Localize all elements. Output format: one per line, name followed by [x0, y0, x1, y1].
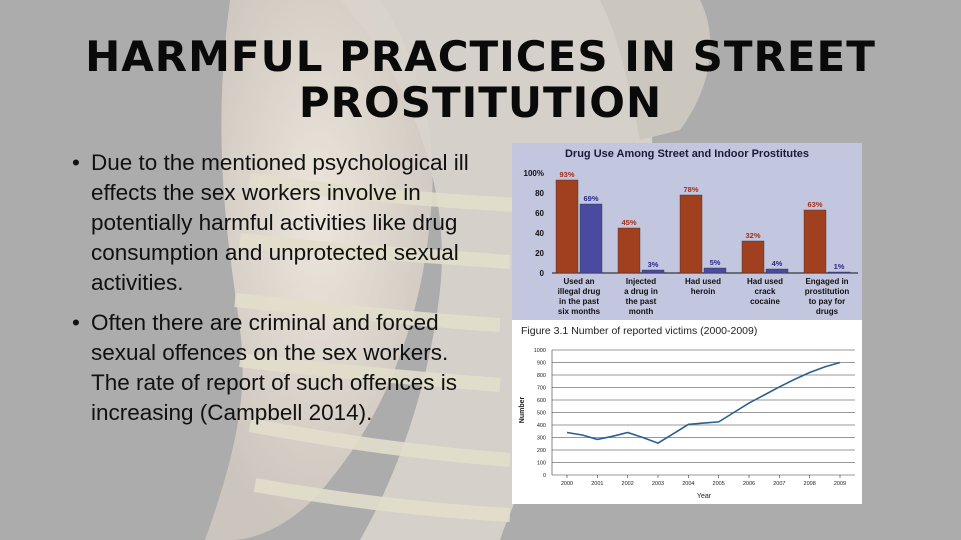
line-chart-y-tick: 800 [537, 373, 546, 379]
bar-chart-y-tick: 100% [524, 169, 544, 178]
bar-category-label: prostitution [805, 287, 850, 296]
bar-value-label: 1% [834, 262, 845, 271]
bar-chart-y-tick: 0 [540, 269, 545, 278]
bar-chart-y-tick: 40 [535, 229, 544, 238]
line-chart-x-tick: 2007 [773, 481, 785, 487]
line-chart-x-tick: 2004 [682, 481, 694, 487]
bar-chart-y-tick: 80 [535, 189, 544, 198]
line-chart-y-tick: 200 [537, 448, 546, 454]
indoor-bar [765, 268, 789, 274]
line-chart-y-tick: 100 [537, 461, 546, 467]
bar-value-label: 32% [745, 231, 760, 240]
bar-category-label: heroin [691, 287, 716, 296]
street-bar [741, 240, 765, 274]
line-chart-x-tick: 2006 [743, 481, 755, 487]
line-chart-title: Figure 3.1 Number of reported victims (2… [521, 325, 757, 337]
street-bar [803, 209, 827, 274]
bar-category-label: six months [558, 307, 601, 316]
street-bar [617, 227, 641, 274]
line-chart-y-tick: 700 [537, 386, 546, 392]
bar-category-label: cocaine [750, 297, 780, 306]
indoor-bar [579, 203, 603, 274]
bar-category-label: Injected [626, 277, 656, 286]
bar-value-label: 4% [772, 259, 783, 268]
bullet-text: Due to the mentioned psychological ill e… [91, 150, 469, 295]
bullet-list: • Due to the mentioned psychological ill … [72, 148, 472, 438]
street-bar [555, 179, 579, 274]
bullet-text: Often there are criminal and forced sexu… [91, 310, 458, 425]
line-chart-x-tick: 2001 [591, 481, 603, 487]
reported-victims-series-line [566, 361, 841, 444]
line-chart-x-tick: 2008 [804, 481, 816, 487]
reported-victims-chart-panel: Figure 3.1 Number of reported victims (2… [512, 320, 862, 504]
bullet-item: • Due to the mentioned psychological ill … [72, 148, 472, 298]
drug-use-chart-panel: Drug Use Among Street and Indoor Prostit… [512, 143, 862, 320]
indoor-bar [641, 269, 665, 274]
slide-title: HARMFUL PRACTICES IN STREET PROSTITUTION [40, 34, 921, 126]
bar-category-label: drugs [816, 307, 839, 316]
bar-category-label: month [629, 307, 654, 316]
slide-title-line-2: PROSTITUTION [298, 78, 663, 127]
line-chart-y-tick: 500 [537, 411, 546, 417]
bar-category-label: in the past [559, 297, 599, 306]
bar-value-label: 3% [648, 260, 659, 269]
bar-value-label: 63% [807, 200, 822, 209]
line-chart-ylabel: Number [519, 397, 526, 424]
line-chart-y-tick: 400 [537, 423, 546, 429]
indoor-bar [703, 267, 727, 274]
bar-value-label: 78% [683, 185, 698, 194]
line-chart-y-tick: 900 [537, 361, 546, 367]
line-chart-x-tick: 2003 [652, 481, 664, 487]
bar-value-label: 69% [583, 194, 598, 203]
bar-category-label: illegal drug [558, 287, 601, 296]
bar-chart-title: Drug Use Among Street and Indoor Prostit… [565, 148, 809, 160]
bar-category-label: Had used [747, 277, 783, 286]
line-chart-x-tick: 2002 [622, 481, 634, 487]
line-chart-x-tick: 2009 [834, 481, 846, 487]
bullet-item: • Often there are criminal and forced sex… [72, 308, 472, 428]
bar-value-label: 93% [559, 170, 574, 179]
bar-chart-y-tick: 20 [535, 249, 544, 258]
bar-category-label: a drug in [624, 287, 658, 296]
line-chart-x-tick: 2000 [561, 481, 573, 487]
bullet-dot-icon: • [72, 310, 80, 335]
reported-victims-line-chart: Figure 3.1 Number of reported victims (2… [519, 325, 855, 500]
bar-category-label: Had used [685, 277, 721, 286]
indoor-bar [827, 271, 851, 274]
bar-category-label: the past [626, 297, 657, 306]
bar-category-label: crack [755, 287, 776, 296]
bar-chart-y-tick: 60 [535, 209, 544, 218]
line-chart-x-tick: 2005 [713, 481, 725, 487]
bar-category-label: Engaged in [805, 277, 848, 286]
drug-use-bar-chart: Drug Use Among Street and Indoor Prostit… [524, 148, 858, 316]
slide-title-line-1: HARMFUL PRACTICES IN STREET [85, 32, 876, 81]
bar-category-label: Used an [563, 277, 594, 286]
line-chart-y-tick: 1000 [534, 348, 546, 354]
street-bar [679, 194, 703, 274]
bar-category-label: to pay for [809, 297, 845, 306]
line-chart-y-tick: 0 [543, 473, 546, 479]
bar-value-label: 45% [621, 218, 636, 227]
bullet-dot-icon: • [72, 150, 80, 175]
line-chart-y-tick: 300 [537, 436, 546, 442]
line-chart-y-tick: 600 [537, 398, 546, 404]
line-chart-xlabel: Year [697, 493, 712, 500]
bar-value-label: 5% [710, 258, 721, 267]
